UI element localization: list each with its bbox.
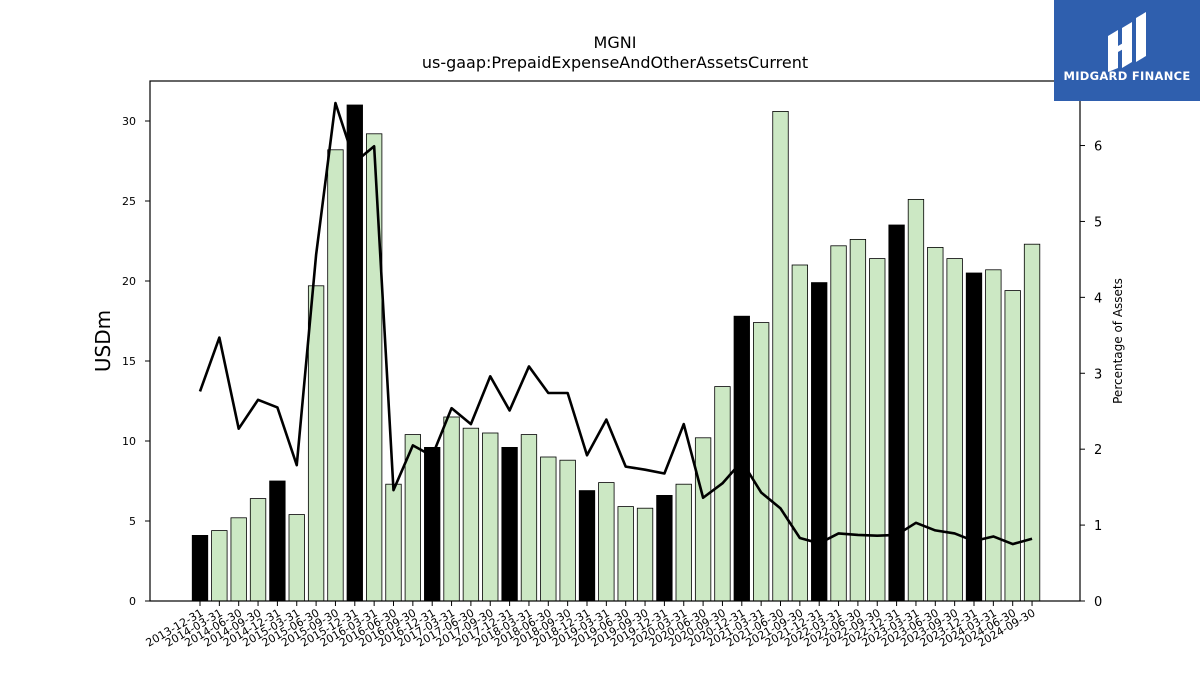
chart-title: MGNI	[594, 33, 637, 52]
bar-2017-06-30	[462, 427, 480, 602]
y-right-tick-label: 2	[1094, 443, 1102, 458]
bar-2018-03-31	[520, 434, 538, 602]
bar-2020-09-30	[714, 386, 731, 602]
bar-2021-12-31	[811, 282, 828, 602]
bar-2020-12-31	[733, 315, 750, 602]
bar-2021-09-30	[791, 264, 808, 602]
bar-2016-12-31	[424, 446, 441, 602]
y-left-tick-label: 15	[122, 355, 136, 368]
y-left-tick-label: 5	[129, 515, 136, 528]
y-right-tick-label: 4	[1094, 291, 1102, 306]
x-axis: 2013-12-312014-03-312014-06-302014-09-30…	[144, 601, 1038, 650]
brand-logo-text: MIDGARD FINANCE	[1063, 69, 1191, 83]
bar-2021-06-30	[772, 111, 789, 602]
y-right-tick-label: 5	[1094, 215, 1102, 230]
brand-logo: MIDGARD FINANCE	[1054, 0, 1200, 101]
bar-2019-06-30	[617, 506, 634, 602]
bar-2023-03-31	[907, 198, 925, 602]
plot-frame	[149, 80, 1081, 602]
bar-2014-06-30	[230, 517, 247, 602]
bar-2015-09-30	[327, 149, 344, 602]
bar-2015-03-31	[288, 514, 305, 602]
y-left-tick-label: 20	[122, 275, 136, 288]
line-series	[198, 101, 1033, 546]
bar-2019-09-30	[636, 507, 654, 602]
bar-2024-03-31	[985, 269, 1002, 602]
bar-2020-06-30	[694, 437, 712, 602]
bar-2017-09-30	[482, 432, 499, 602]
y-axis-left-label: USDm	[91, 310, 115, 372]
bar-2023-09-30	[946, 258, 963, 602]
bar-2020-03-31	[675, 483, 692, 602]
bar-2024-06-30	[1004, 290, 1021, 602]
y-right-tick-label: 6	[1094, 140, 1102, 155]
bar-2014-12-31	[269, 480, 286, 602]
y-right-tick-label: 0	[1094, 595, 1102, 610]
brand-logo-mark-icon	[1108, 12, 1146, 72]
y-right-tick-label: 3	[1094, 367, 1102, 382]
bar-2019-12-31	[656, 494, 673, 602]
line-percentage-of-assets	[198, 101, 1033, 546]
bar-2014-03-31	[211, 530, 228, 602]
bar-2024-09-30	[1023, 243, 1041, 602]
bar-2017-12-31	[501, 446, 518, 602]
bar-2016-06-30	[385, 483, 402, 602]
bar-2016-03-31	[365, 133, 383, 602]
y-left-tick-label: 10	[122, 435, 136, 448]
bar-2018-09-30	[559, 459, 576, 602]
y-axis-right: 0 1 2 3 4 5 6	[1080, 140, 1102, 610]
y-axis-left: 0 5 10 15 20 25 30	[122, 115, 150, 608]
bar-2015-06-30	[307, 285, 325, 602]
bar-2018-06-30	[540, 456, 557, 602]
bar-2014-09-30	[249, 498, 267, 602]
bar-2019-03-31	[598, 482, 615, 602]
bar-2022-09-30	[869, 258, 886, 602]
bar-2022-12-31	[888, 224, 905, 602]
y-axis-right-label: Percentage of Assets	[1111, 278, 1125, 404]
bar-2022-06-30	[849, 238, 867, 602]
bar-2017-03-31	[443, 416, 460, 602]
bar-2022-03-31	[830, 245, 847, 602]
y-left-tick-label: 25	[122, 195, 136, 208]
y-left-tick-label: 0	[129, 595, 136, 608]
bar-2018-12-31	[578, 490, 596, 602]
y-left-tick-label: 30	[122, 115, 136, 128]
bar-2021-03-31	[753, 322, 770, 602]
bar-2013-12-31	[191, 535, 209, 602]
bar-2023-06-30	[927, 246, 944, 602]
bar-series	[191, 104, 1041, 602]
chart-subtitle: us-gaap:PrepaidExpenseAndOtherAssetsCurr…	[422, 53, 808, 72]
bar-2015-12-31	[346, 104, 363, 602]
y-right-tick-label: 1	[1094, 519, 1102, 534]
bar-2023-12-31	[965, 272, 983, 602]
